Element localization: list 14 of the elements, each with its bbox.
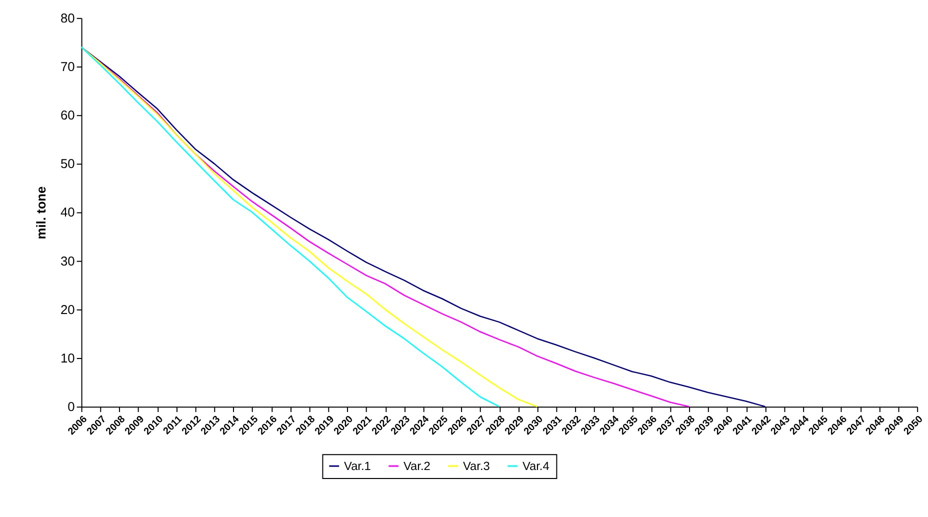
y-tick-label: 80 <box>60 10 75 26</box>
y-axis-title: mil. tone <box>34 186 49 240</box>
y-tick-label: 70 <box>60 58 75 74</box>
y-tick-label: 30 <box>60 253 75 268</box>
y-tick-label: 20 <box>60 302 75 317</box>
y-tick-label: 10 <box>60 350 75 366</box>
y-tick-label: 0 <box>68 399 75 414</box>
y-tick-label: 50 <box>60 156 75 172</box>
legend-label: Var.4 <box>522 459 550 474</box>
legend-label: Var.1 <box>344 459 372 474</box>
legend-label: Var.2 <box>404 459 430 474</box>
y-tick-label: 40 <box>60 204 75 220</box>
legend-label: Var.3 <box>463 459 490 474</box>
y-tick-label: 60 <box>60 108 75 123</box>
